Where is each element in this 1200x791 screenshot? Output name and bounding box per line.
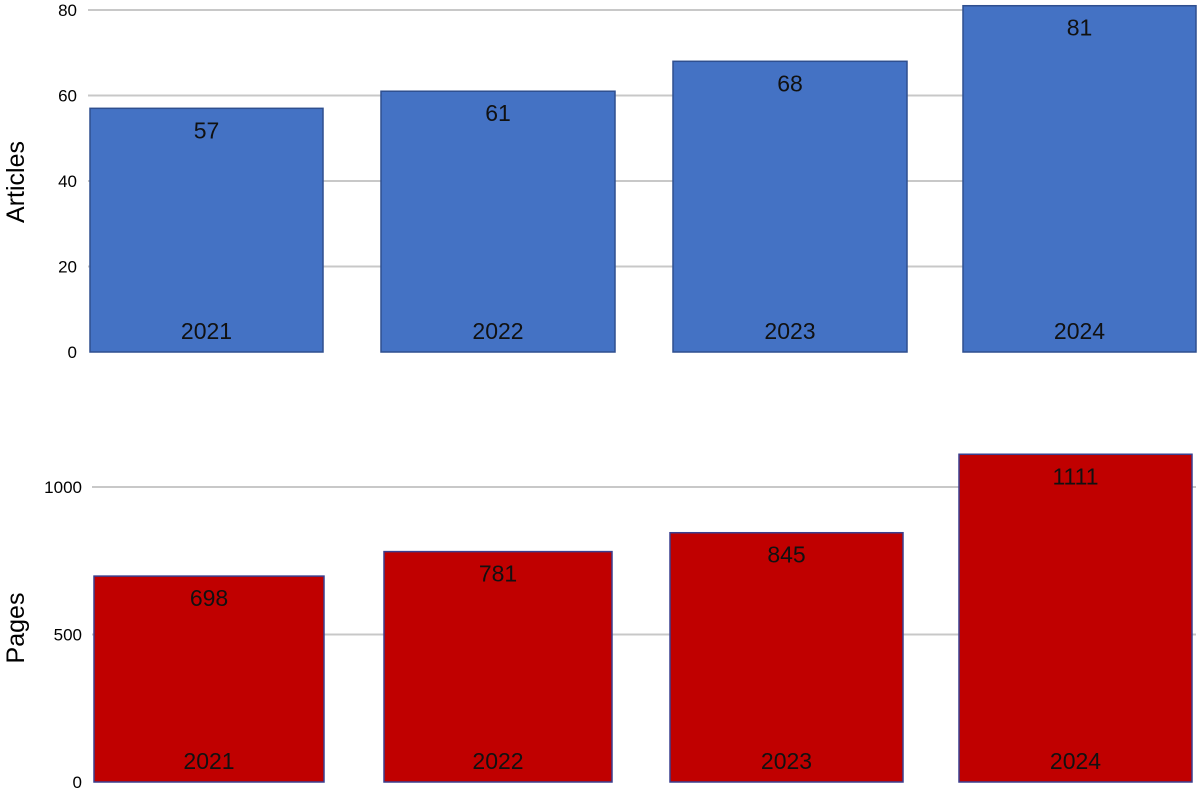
pages-y-tick-label: 1000 bbox=[44, 478, 82, 497]
articles-bar-2021 bbox=[89, 107, 324, 353]
articles-bar-2023 bbox=[672, 60, 908, 353]
articles-y-tick-label: 0 bbox=[68, 343, 77, 362]
pages-value-label: 698 bbox=[190, 585, 228, 611]
pages-bar-2021 bbox=[93, 575, 325, 783]
pages-value-label: 781 bbox=[479, 561, 517, 587]
articles-value-label: 57 bbox=[194, 117, 220, 143]
pages-bar-2023 bbox=[669, 531, 904, 783]
articles-bar-2024 bbox=[962, 4, 1197, 353]
articles-bar-2022 bbox=[380, 90, 616, 353]
articles-y-tick-label: 80 bbox=[58, 1, 77, 20]
articles-category-label: 2021 bbox=[181, 318, 232, 344]
articles-y-axis-label: Articles bbox=[2, 141, 30, 223]
articles-y-tick-label: 60 bbox=[58, 87, 77, 106]
articles-y-tick-label: 20 bbox=[58, 258, 77, 277]
pages-category-label: 2022 bbox=[472, 748, 523, 774]
articles-value-label: 61 bbox=[485, 100, 511, 126]
pages-category-label: 2021 bbox=[183, 748, 234, 774]
pages-category-label: 2024 bbox=[1050, 748, 1101, 774]
articles-category-label: 2024 bbox=[1054, 318, 1105, 344]
pages-chart: Pages 0 500 1000 698 2021 781 2022 845 2023 1111 2… bbox=[2, 453, 1196, 791]
pages-bar-2022 bbox=[383, 550, 613, 783]
articles-value-label: 81 bbox=[1067, 15, 1093, 41]
articles-category-label: 2023 bbox=[764, 318, 815, 344]
pages-y-tick-label: 500 bbox=[54, 626, 82, 645]
articles-chart: Articles 0 20 40 60 80 57 2021 61 2022 68 2023 81 20… bbox=[2, 1, 1197, 362]
pages-bar-2024 bbox=[958, 453, 1193, 783]
articles-value-label: 68 bbox=[777, 70, 803, 96]
pages-y-tick-label: 0 bbox=[73, 773, 82, 791]
articles-y-tick-label: 40 bbox=[58, 172, 77, 191]
articles-category-label: 2022 bbox=[472, 318, 523, 344]
pages-category-label: 2023 bbox=[761, 748, 812, 774]
pages-y-axis-label: Pages bbox=[2, 593, 30, 664]
pages-value-label: 845 bbox=[767, 542, 805, 568]
pages-value-label: 1111 bbox=[1052, 463, 1098, 489]
